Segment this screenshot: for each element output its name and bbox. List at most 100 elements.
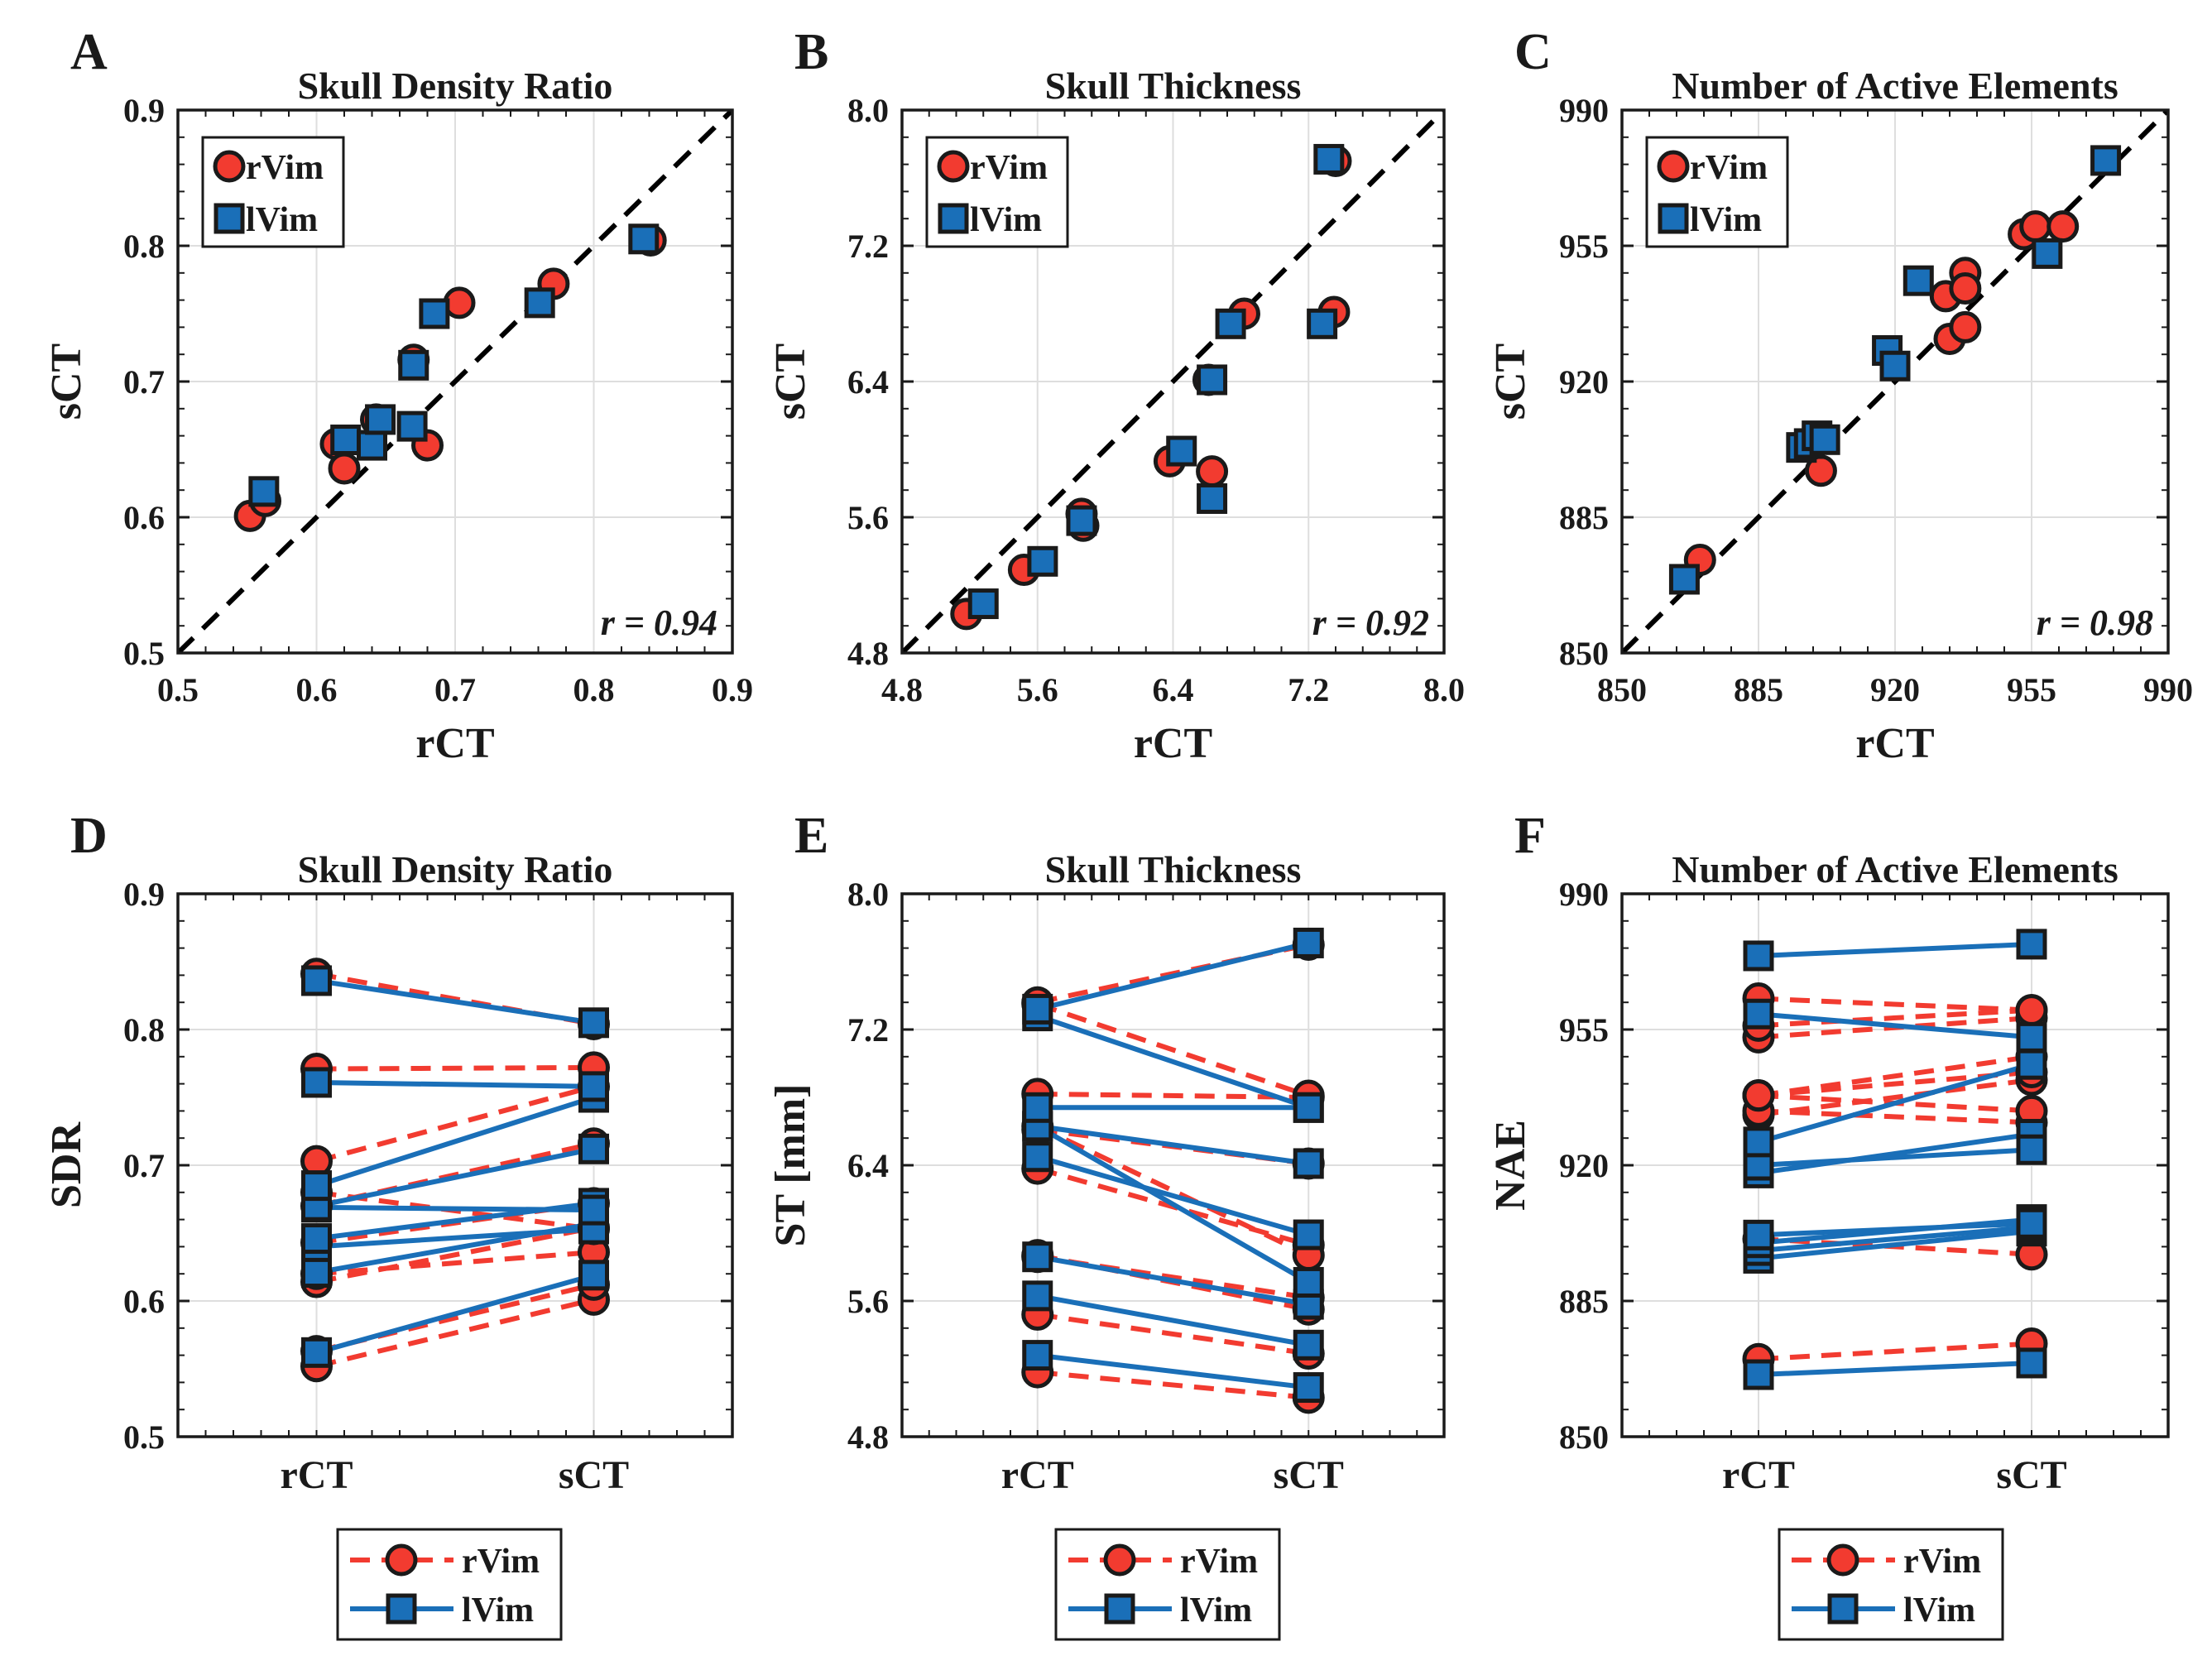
legend: rVim lVim bbox=[925, 136, 1069, 248]
paired-line-rvim bbox=[1037, 1370, 1309, 1400]
y-axis-label: sCT bbox=[767, 343, 814, 420]
paired-line-lvim bbox=[1758, 941, 2032, 958]
panel-letter: B bbox=[794, 24, 828, 80]
y-tick-label: 0.8 bbox=[123, 1011, 165, 1049]
paired-line-lvim bbox=[1036, 1124, 1310, 1285]
markers-lvim bbox=[1022, 927, 1324, 1404]
legend-label-lvim: lVim bbox=[246, 201, 318, 239]
panel-b: 4.8 5.6 6.4 7.2 8.0 4.8 5.6 6.4 7.2 8.0 rCT sCT Skul… bbox=[767, 24, 1465, 767]
paired-line-rvim bbox=[1758, 1341, 2032, 1362]
data-point-lvim bbox=[1166, 435, 1197, 467]
data-point-lvim bbox=[2090, 145, 2122, 176]
series-lvim bbox=[1668, 145, 2122, 595]
paired-line-rvim bbox=[315, 1225, 595, 1284]
y-tick-label: 0.9 bbox=[123, 876, 165, 913]
x-tick-label: 955 bbox=[2007, 671, 2056, 708]
data-point-lvim bbox=[419, 298, 450, 329]
x-axis-label: rCT bbox=[1134, 720, 1212, 767]
identity-line bbox=[902, 110, 1444, 653]
panel-a: 0.5 0.6 0.7 0.8 0.9 0.5 0.6 0.7 0.8 0.9 rCT sCT Skul… bbox=[43, 24, 753, 767]
panel-title: Skull Density Ratio bbox=[298, 65, 613, 107]
panel-f: 850 885 920 955 990 rCT sCT NAE Number of Active… bbox=[1487, 808, 2170, 1641]
paired-line-lvim bbox=[1758, 1360, 2032, 1378]
data-point-lvim bbox=[578, 1194, 609, 1226]
data-point-lvim bbox=[1027, 545, 1058, 577]
paired-line-lvim bbox=[316, 1204, 594, 1213]
data-point-lvim bbox=[1879, 350, 1911, 382]
x-tick-label: 0.5 bbox=[157, 671, 199, 708]
data-point-lvim bbox=[398, 349, 429, 381]
y-tick-label: 5.6 bbox=[847, 1283, 889, 1320]
data-point-lvim bbox=[1022, 1280, 1053, 1312]
legend-marker-lvim bbox=[386, 1593, 417, 1625]
data-point-lvim bbox=[248, 476, 280, 507]
legend-box bbox=[336, 1528, 563, 1641]
series-lvim bbox=[967, 143, 1345, 620]
data-point-lvim bbox=[301, 965, 332, 996]
legend-marker-rvim bbox=[937, 150, 970, 183]
gridlines bbox=[1622, 893, 2168, 1438]
paired-line-lvim bbox=[1036, 1154, 1310, 1237]
paired-line-rvim bbox=[1036, 1001, 1310, 1098]
data-point-lvim bbox=[1022, 1340, 1053, 1371]
data-point-lvim bbox=[396, 410, 428, 442]
data-point-lvim bbox=[1022, 993, 1053, 1025]
data-point-lvim bbox=[1066, 505, 1097, 536]
panel-d: 0.5 0.6 0.7 0.8 0.9 rCT sCT SDR Skull Density Ra… bbox=[43, 808, 734, 1641]
data-point-rvim bbox=[1949, 310, 1982, 343]
legend-box bbox=[1778, 1528, 2004, 1641]
identity-line bbox=[178, 110, 732, 653]
paired-line-lvim bbox=[1037, 940, 1309, 1012]
data-point-lvim bbox=[1293, 1329, 1324, 1361]
data-point-rvim bbox=[2019, 210, 2052, 243]
data-point-lvim bbox=[2016, 1049, 2047, 1080]
data-point-lvim bbox=[2016, 929, 2047, 960]
x-tick-label: rCT bbox=[1722, 1453, 1795, 1497]
legend-label-lvim: lVim bbox=[1690, 201, 1762, 239]
panel-e: 4.8 5.6 6.4 7.2 8.0 rCT sCT ST [mm] Skull Thickn… bbox=[767, 808, 1446, 1641]
legend-marker-rvim bbox=[1826, 1543, 1859, 1577]
gridlines bbox=[178, 893, 732, 1438]
x-tick-label: 7.2 bbox=[1288, 671, 1329, 708]
x-tick-label: rCT bbox=[1001, 1453, 1074, 1497]
y-tick-label: 8.0 bbox=[847, 92, 889, 129]
paired-line-lvim bbox=[1036, 1013, 1310, 1111]
y-tick-label: 0.7 bbox=[123, 363, 165, 401]
series-rvim bbox=[1758, 996, 2032, 1362]
legend-marker-lvim bbox=[1104, 1593, 1135, 1625]
paired-line-lvim bbox=[1037, 1254, 1309, 1308]
paired-line-lvim bbox=[1037, 1293, 1309, 1348]
plot-frame bbox=[1620, 892, 2170, 1438]
panel-letter: D bbox=[70, 808, 108, 864]
data-layer bbox=[1021, 927, 1325, 1414]
legend-label-rvim: rVim bbox=[970, 149, 1048, 187]
y-tick-label: 4.8 bbox=[847, 635, 889, 672]
data-point-lvim bbox=[1022, 1092, 1053, 1123]
panel-title: Number of Active Elements bbox=[1672, 848, 2118, 890]
plot-frame bbox=[176, 892, 734, 1438]
y-tick-label: 920 bbox=[1559, 1147, 1609, 1184]
paired-line-rvim bbox=[1037, 1312, 1309, 1356]
paired-line-lvim bbox=[316, 1079, 594, 1089]
data-point-lvim bbox=[365, 404, 396, 435]
paired-line-lvim bbox=[1758, 1011, 2032, 1040]
y-tick-label: 5.6 bbox=[847, 499, 889, 536]
markers-lvim bbox=[301, 965, 609, 1368]
data-point-lvim bbox=[1743, 1126, 1774, 1158]
y-axis-label: ST [mm] bbox=[767, 1084, 814, 1247]
x-tick-label: sCT bbox=[1274, 1453, 1344, 1497]
legend-marker-lvim bbox=[1827, 1593, 1859, 1625]
y-tick-label: 990 bbox=[1559, 876, 1609, 913]
legend-marker-lvim bbox=[938, 203, 969, 234]
x-tick-label: 850 bbox=[1597, 671, 1647, 708]
legend-marker-rvim bbox=[1103, 1543, 1136, 1577]
markers-rvim bbox=[1742, 982, 2048, 1375]
correlation-annotation: r = 0.94 bbox=[601, 602, 717, 643]
identity-line bbox=[1622, 110, 2168, 653]
panel-letter: F bbox=[1514, 808, 1546, 864]
paired-line-rvim bbox=[1758, 1007, 2032, 1029]
legend-label-lvim: lVim bbox=[1903, 1591, 1975, 1630]
y-axis-label: sCT bbox=[1487, 343, 1534, 420]
legend-marker-rvim bbox=[213, 150, 246, 183]
data-point-rvim bbox=[1949, 272, 1982, 305]
